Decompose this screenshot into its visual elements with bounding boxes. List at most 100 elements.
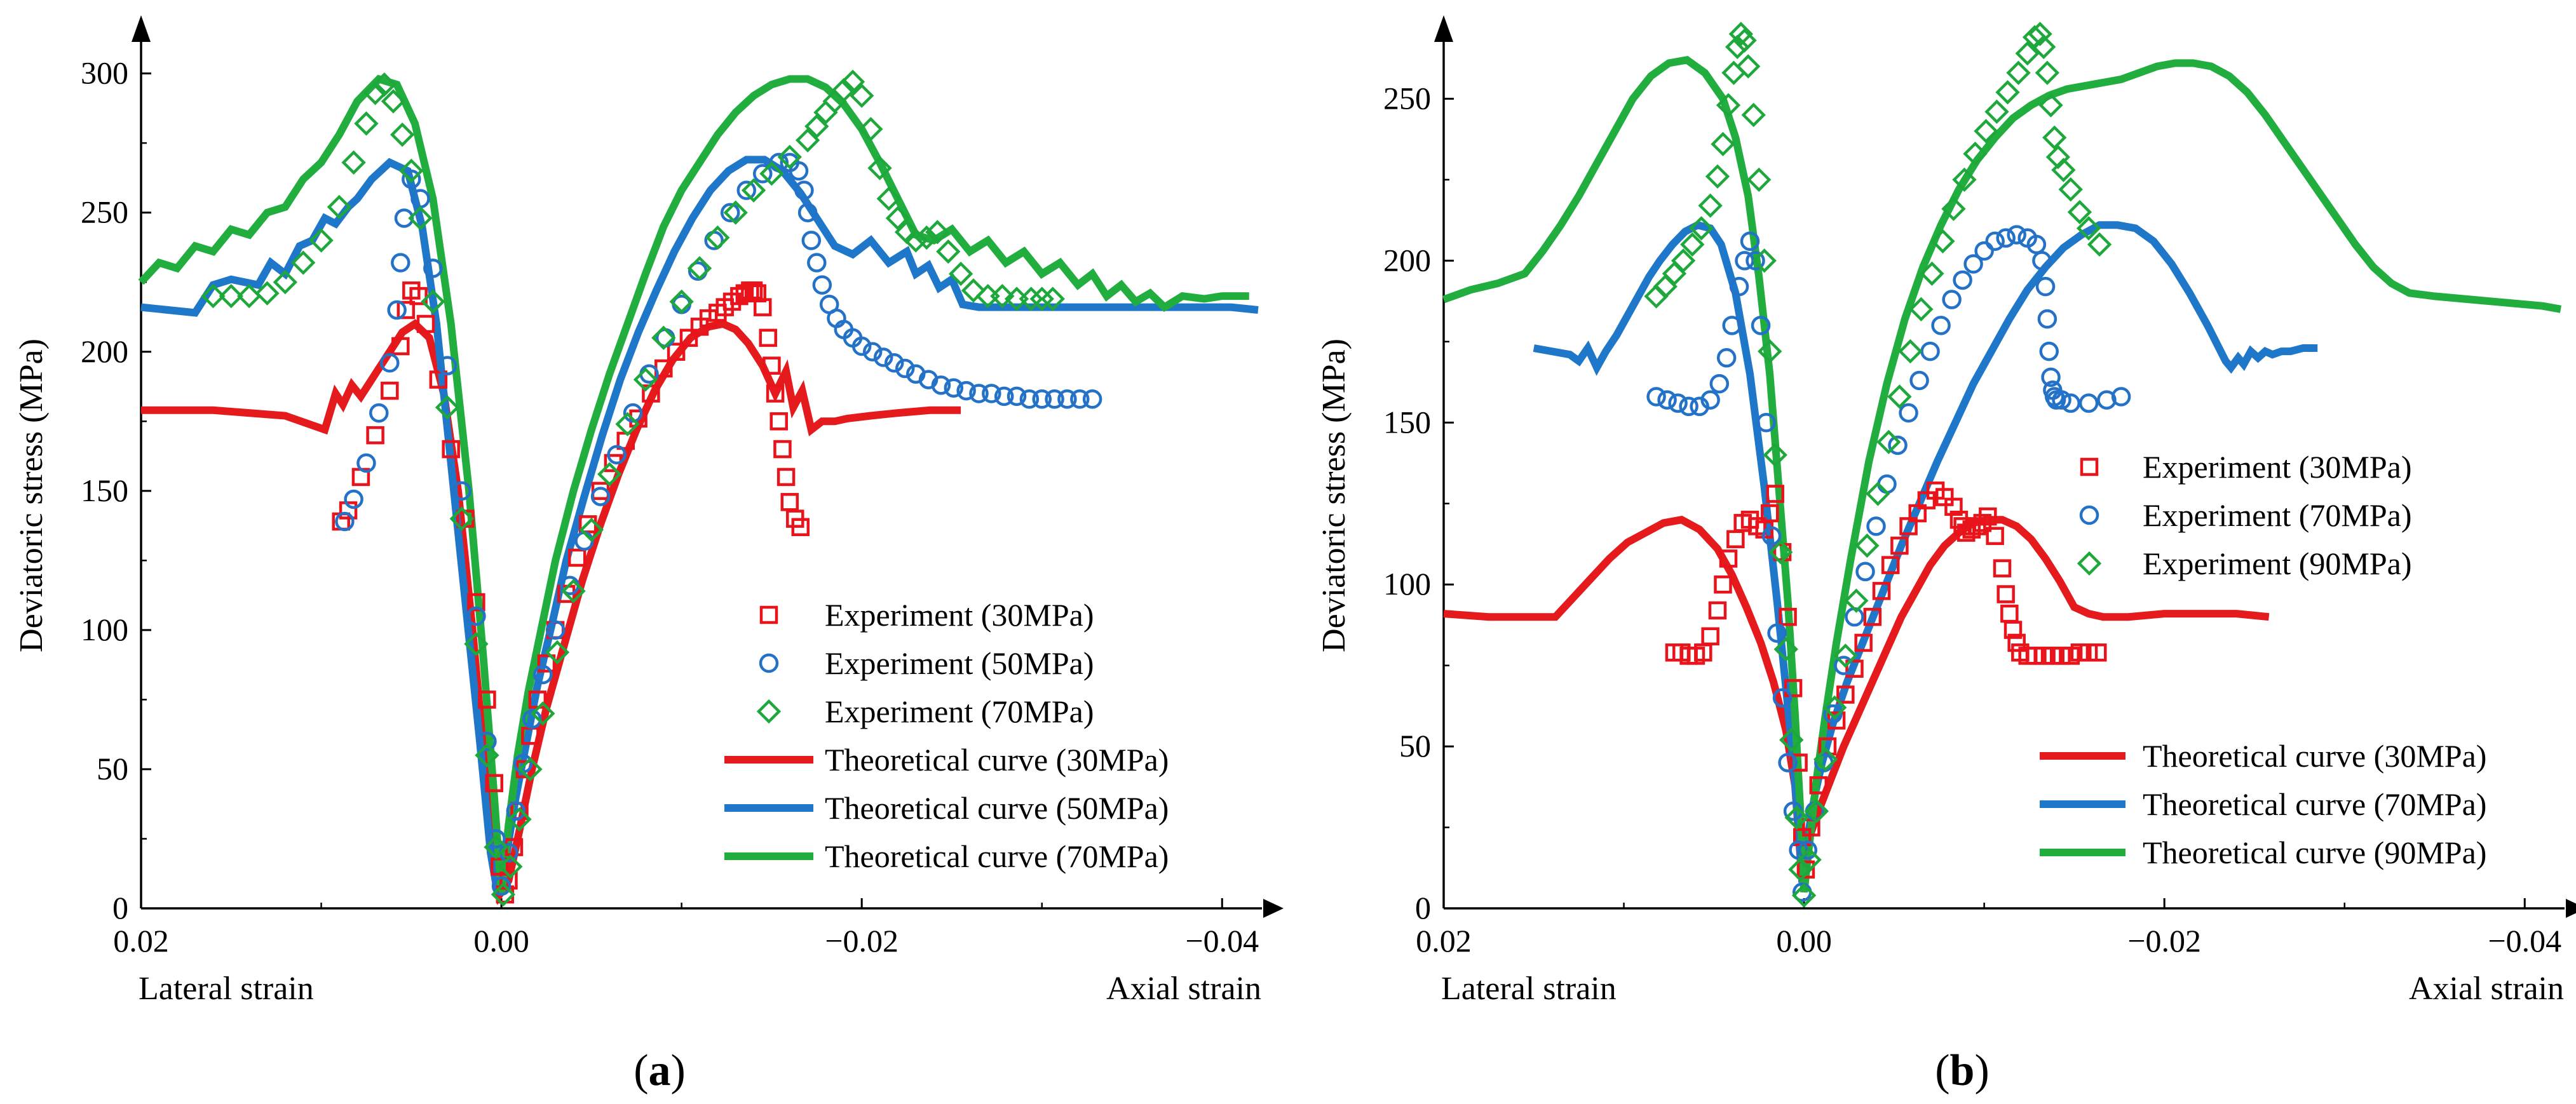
data-point-diamond: [723, 200, 748, 225]
data-point-diamond: [1822, 695, 1847, 720]
data-point-square: [791, 518, 810, 537]
data-point-circle: [356, 453, 376, 473]
y-tick-label: 300: [81, 55, 128, 91]
data-point-diamond: [1705, 164, 1730, 189]
data-point-square: [1836, 685, 1855, 704]
x-axis-label-left: Lateral strain: [1441, 971, 1617, 1007]
data-point-square: [1809, 776, 1828, 795]
data-point-square: [567, 548, 586, 567]
data-point-diamond: [561, 579, 586, 603]
legend-marker-square: [2080, 457, 2099, 476]
data-point-circle: [522, 709, 542, 729]
data-point-diamond: [2006, 60, 2031, 85]
data-point-square: [537, 654, 556, 673]
data-point-diamond: [201, 283, 226, 309]
legend-label: Theoretical curve (50MPa): [825, 790, 1169, 826]
data-point-square: [769, 412, 789, 431]
data-point-circle: [1045, 389, 1064, 409]
y-tick-label: 0: [1415, 890, 1431, 926]
data-point-circle: [590, 487, 611, 506]
data-point-circle: [1996, 228, 2016, 248]
data-point-diamond: [498, 854, 523, 879]
data-point-circle: [335, 511, 355, 532]
data-point-diamond: [1866, 481, 1890, 506]
data-point-diamond: [795, 128, 820, 152]
data-point-diamond: [1779, 727, 1804, 753]
data-point-diamond: [2051, 158, 2076, 182]
data-point-diamond: [1752, 248, 1777, 273]
data-point-square: [1701, 627, 1719, 646]
data-point-diamond: [390, 122, 415, 147]
data-point-circle: [1834, 656, 1854, 675]
data-point-circle: [394, 208, 414, 228]
data-point-diamond: [1768, 540, 1793, 565]
data-point-diamond: [705, 225, 730, 250]
data-point-square: [1872, 582, 1891, 600]
data-point-diamond: [804, 114, 829, 139]
data-point-circle: [506, 801, 526, 821]
series-line: [1443, 515, 2270, 884]
data-point-square: [667, 342, 686, 361]
legend-marker-square: [759, 605, 778, 624]
data-point-diamond: [1844, 588, 1869, 613]
data-point-diamond: [545, 640, 570, 665]
data-point-diamond: [1909, 297, 1934, 322]
data-point-diamond: [2038, 93, 2063, 118]
data-point-diamond: [399, 158, 424, 184]
data-point-square: [366, 426, 384, 445]
data-point-circle: [982, 384, 1001, 403]
data-point-diamond: [1680, 232, 1705, 257]
panel-label-letter: a: [649, 1046, 671, 1095]
legend-label: Experiment (70MPa): [2143, 497, 2412, 533]
data-point-square: [2089, 643, 2107, 662]
data-point-diamond: [1711, 131, 1735, 157]
data-point-diamond: [2042, 125, 2067, 150]
data-point-diamond: [435, 395, 460, 420]
data-point-square: [679, 328, 698, 347]
y-tick-label: 50: [1399, 728, 1431, 764]
data-point-circle: [1855, 562, 1875, 582]
data-point-diamond: [1784, 805, 1809, 830]
x-tick-label: 0.00: [1776, 923, 1832, 959]
data-point-circle: [402, 169, 421, 189]
data-point-square: [429, 370, 448, 389]
data-point-square: [780, 493, 799, 511]
y-tick-label: 100: [81, 612, 128, 647]
data-point-diamond: [1984, 99, 2009, 125]
y-tick-label: 250: [1383, 80, 1431, 116]
data-point-square: [391, 337, 410, 356]
data-point-circle: [1679, 396, 1698, 417]
series-line: [138, 74, 1249, 895]
data-point-circle: [1761, 526, 1782, 546]
data-point-circle: [1709, 374, 1730, 394]
data-point-circle: [1746, 251, 1765, 271]
data-point-circle: [452, 481, 471, 501]
data-point-square: [1708, 601, 1727, 620]
data-point-square: [744, 281, 763, 300]
data-point-square: [1789, 753, 1808, 772]
data-point-diamond: [2067, 199, 2092, 225]
data-point-square: [478, 690, 496, 709]
data-point-diamond: [876, 186, 901, 211]
data-point-square: [1881, 556, 1900, 574]
y-axis-arrow: [1434, 15, 1453, 42]
data-point-square: [753, 298, 772, 316]
data-point-diamond: [597, 462, 622, 487]
data-point-circle: [2078, 393, 2099, 413]
data-point-diamond: [669, 289, 694, 314]
data-point-diamond: [1963, 141, 1988, 166]
data-point-circle: [1700, 390, 1720, 410]
data-point-square: [2000, 604, 2019, 623]
data-point-circle: [423, 259, 443, 278]
data-point-diamond: [309, 228, 334, 253]
data-point-circle: [387, 300, 407, 320]
data-point-circle: [862, 342, 883, 361]
x-tick-label: 0.00: [473, 923, 529, 959]
data-point-diamond: [948, 261, 973, 286]
data-point-circle: [1823, 704, 1843, 724]
data-point-diamond: [633, 367, 658, 392]
data-point-diamond: [1898, 339, 1923, 364]
data-point-square: [1766, 485, 1784, 503]
data-point-diamond: [925, 220, 950, 245]
